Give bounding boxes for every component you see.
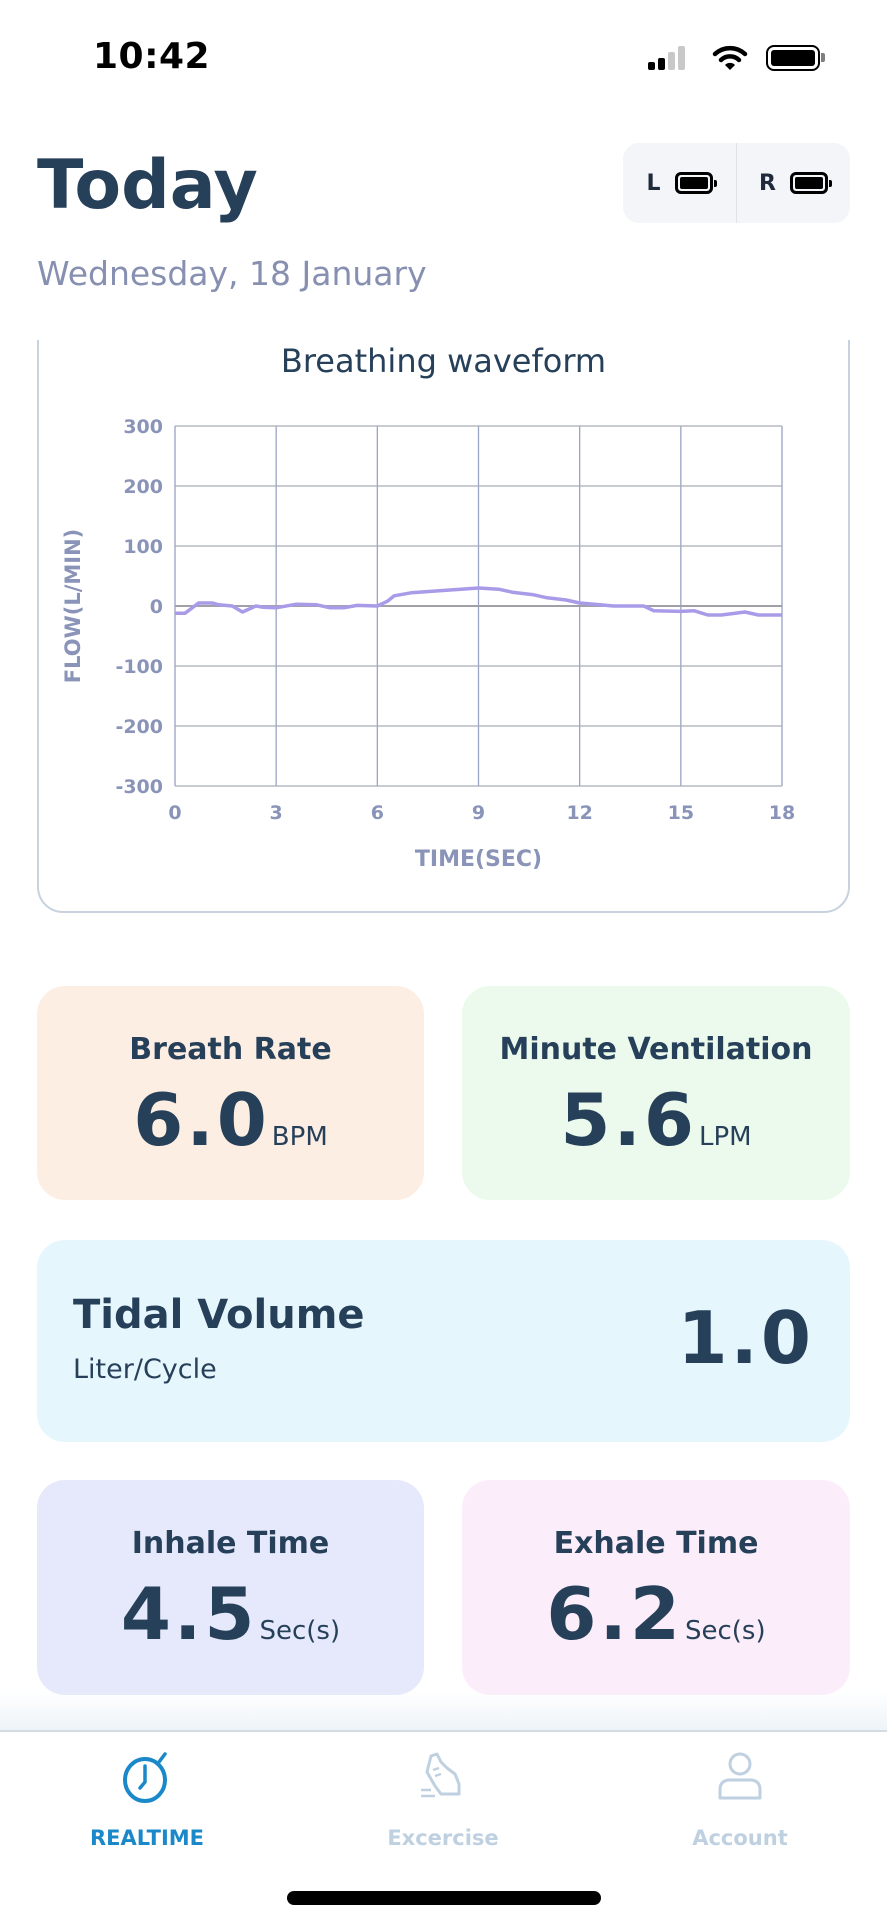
minute-ventilation-card: Minute Ventilation 5.6LPM xyxy=(462,986,850,1200)
y-tick-label: 100 xyxy=(123,536,163,558)
person-icon xyxy=(718,1752,762,1800)
minute-ventilation-value: 5.6 xyxy=(560,1078,697,1162)
breathing-waveform-chart: 0 3 6 9 12 15 18 300 200 100 0 -100 -200 -300 TIME(SEC… xyxy=(61,416,795,872)
breath-rate-card: Breath Rate 6.0BPM xyxy=(37,986,424,1200)
right-device-label: R xyxy=(759,170,776,196)
x-tick-label: 0 xyxy=(168,802,181,824)
x-tick-label: 12 xyxy=(566,802,592,824)
x-axis-label: TIME(SEC) xyxy=(415,847,542,872)
scroll-fade xyxy=(0,1690,887,1730)
y-tick-label: -100 xyxy=(115,656,163,678)
x-tick-label: 6 xyxy=(371,802,384,824)
left-device-battery: L xyxy=(623,143,736,223)
home-indicator xyxy=(287,1891,601,1905)
phone-battery-icon xyxy=(766,45,825,71)
battery-icon xyxy=(674,172,717,194)
tab-excercise-label: Excercise xyxy=(387,1826,499,1850)
minute-ventilation-label: Minute Ventilation xyxy=(499,1032,813,1067)
breath-rate-label: Breath Rate xyxy=(129,1032,332,1067)
inhale-time-label: Inhale Time xyxy=(131,1526,330,1561)
battery-icon xyxy=(789,172,832,194)
breath-rate-value: 6.0 xyxy=(133,1078,270,1162)
flow-series-line xyxy=(175,586,782,617)
stopwatch-icon xyxy=(123,1752,167,1803)
tidal-volume-value: 1.0 xyxy=(677,1296,814,1380)
exhale-time-value: 6.2 xyxy=(546,1572,683,1656)
cellular-signal-icon xyxy=(648,46,692,70)
y-axis-label: FLOW(L/MIN) xyxy=(61,529,85,684)
chart-title: Breathing waveform xyxy=(280,342,607,380)
y-tick-label: -300 xyxy=(115,776,163,798)
chart-card xyxy=(37,250,850,913)
tab-realtime-label: REALTIME xyxy=(89,1826,205,1850)
tab-excercise[interactable]: Excercise xyxy=(343,1750,543,1850)
tab-account-label: Account xyxy=(692,1826,788,1850)
tidal-volume-label: Tidal Volume xyxy=(73,1292,365,1338)
date-label: Wednesday, 18 January xyxy=(37,254,427,293)
top-area: 10:42 Today Wednesday, 18 January L R xyxy=(0,0,887,352)
inhale-time-unit: Sec(s) xyxy=(259,1616,341,1646)
x-tick-label: 9 xyxy=(472,802,485,824)
right-device-battery: R xyxy=(736,143,850,223)
inhale-time-value: 4.5 xyxy=(120,1572,258,1656)
exhale-time-label: Exhale Time xyxy=(553,1526,759,1561)
y-tick-label: -200 xyxy=(115,716,163,738)
x-tick-label: 3 xyxy=(270,802,283,824)
page-title: Today xyxy=(37,146,258,225)
exhale-time-card: Exhale Time 6.2Sec(s) xyxy=(462,1480,850,1695)
minute-ventilation-unit: LPM xyxy=(698,1122,752,1152)
left-device-label: L xyxy=(646,170,661,196)
device-battery-status[interactable]: L R xyxy=(623,143,850,223)
y-tick-label: 300 xyxy=(123,416,163,438)
tab-bar: REALTIME Excercise Account xyxy=(0,1730,887,1920)
x-tick-label: 15 xyxy=(668,802,694,824)
tab-account[interactable]: Account xyxy=(640,1750,840,1850)
y-tick-label: 200 xyxy=(123,476,163,498)
wifi-icon xyxy=(712,45,748,70)
x-tick-label: 18 xyxy=(769,802,795,824)
tidal-volume-unit: Liter/Cycle xyxy=(73,1354,217,1385)
exhale-time-unit: Sec(s) xyxy=(684,1616,766,1646)
inhale-time-card: Inhale Time 4.5Sec(s) xyxy=(37,1480,424,1695)
breath-rate-unit: BPM xyxy=(271,1122,328,1152)
tab-realtime[interactable]: REALTIME xyxy=(47,1750,247,1850)
sneaker-icon xyxy=(421,1752,461,1798)
status-time: 10:42 xyxy=(93,36,211,77)
y-tick-label: 0 xyxy=(150,596,163,618)
tidal-volume-card: Tidal Volume Liter/Cycle 1.0 xyxy=(37,1240,850,1442)
